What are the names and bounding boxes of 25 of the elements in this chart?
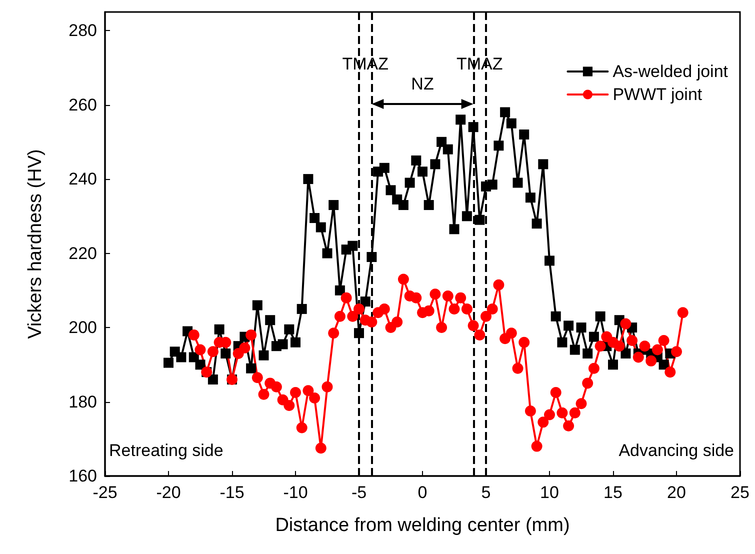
legend-label: As-welded joint (612, 62, 728, 81)
x-tick-label: 10 (540, 483, 559, 502)
y-tick-label: 200 (68, 318, 97, 338)
y-tick-label: 260 (68, 95, 97, 114)
y-tick-label: 160 (68, 466, 97, 486)
x-axis-title: Distance from welding center (mm) (275, 515, 570, 536)
x-tick-label: -25 (92, 483, 118, 502)
x-tick-label: 5 (481, 483, 491, 502)
annotation: NZ (411, 74, 434, 94)
annotation: Advancing side (618, 441, 734, 460)
y-axis-title: Vickers hardness (HV) (25, 149, 46, 339)
x-tick-label: 15 (604, 483, 622, 502)
x-tick-label: -15 (220, 483, 244, 502)
x-tick-label: 20 (667, 483, 686, 502)
x-tick-label: -10 (283, 483, 308, 502)
annotation: Retreating side (109, 441, 224, 460)
x-tick-label: 25 (730, 483, 750, 502)
x-tick-label: -20 (156, 483, 181, 502)
y-tick-label: 180 (68, 392, 97, 412)
legend-label: PWWT joint (612, 85, 702, 104)
x-tick-label: -5 (351, 483, 367, 502)
y-tick-label: 280 (68, 21, 97, 40)
y-tick-label: 220 (68, 244, 97, 263)
x-tick-label: 0 (418, 483, 428, 502)
y-tick-label: 240 (68, 170, 97, 189)
